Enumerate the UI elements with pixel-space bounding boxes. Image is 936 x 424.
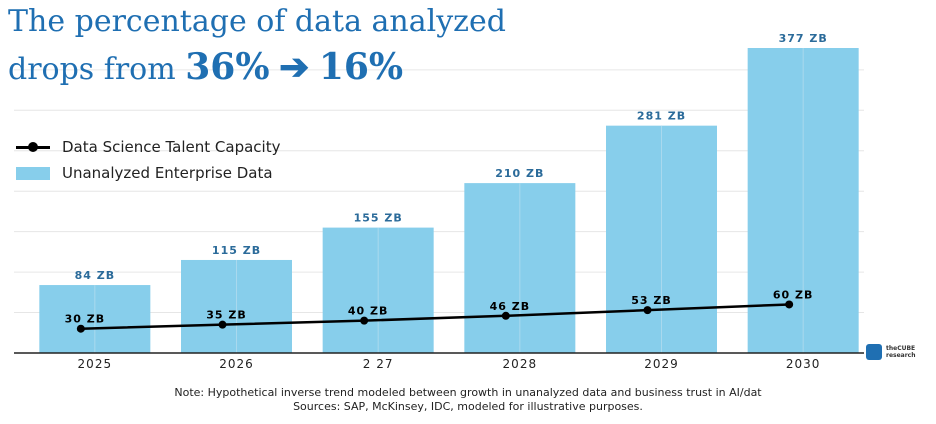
legend: Data Science Talent Capacity Unanalyzed …	[16, 134, 280, 186]
arrow-icon: ➔	[279, 46, 310, 88]
note-text: Note: Hypothetical inverse trend modeled…	[174, 386, 762, 399]
title-from-value: 36%	[185, 46, 270, 88]
line-value-label: 60 ZB	[773, 288, 814, 301]
bar-value-label: 155 ZB	[354, 212, 403, 225]
x-tick-label: 2028	[503, 357, 538, 371]
line-point	[501, 311, 510, 320]
line-point	[76, 324, 85, 333]
line-point	[785, 300, 794, 309]
line-point	[218, 320, 227, 329]
legend-item-line: Data Science Talent Capacity	[16, 134, 280, 160]
x-tick-label: 2026	[219, 357, 254, 371]
x-tick-label: 2030	[786, 357, 821, 371]
bar-value-label: 377 ZB	[779, 32, 828, 45]
line-marker-icon	[16, 141, 50, 152]
line-point	[360, 316, 369, 325]
title-prefix: drops from	[8, 52, 186, 87]
cube-logo-icon	[866, 344, 882, 360]
line-value-label: 46 ZB	[490, 300, 531, 313]
line-value-label: 30 ZB	[65, 313, 106, 326]
line-point	[643, 306, 652, 315]
logo: theCUBE research	[866, 344, 916, 360]
chart-title-line-1: The percentage of data analyzed	[8, 4, 506, 39]
title-to-value: 16%	[318, 46, 404, 88]
bar-swatch-icon	[16, 166, 50, 180]
sources-text: Sources: SAP, McKinsey, IDC, modeled for…	[293, 400, 643, 413]
line-value-label: 53 ZB	[631, 294, 672, 307]
bar-value-label: 115 ZB	[212, 244, 261, 257]
x-tick-label: 2 27	[363, 357, 394, 371]
legend-label-line: Data Science Talent Capacity	[62, 138, 281, 156]
legend-item-bar: Unanalyzed Enterprise Data	[16, 160, 280, 186]
legend-label-bar: Unanalyzed Enterprise Data	[62, 164, 273, 182]
chart-title-line-2: drops from 36% ➔ 16%	[8, 46, 403, 88]
x-tick-label: 2029	[644, 357, 679, 371]
bar-value-label: 210 ZB	[495, 167, 544, 180]
line-value-label: 40 ZB	[348, 305, 389, 318]
line-value-label: 35 ZB	[206, 309, 247, 322]
line-series	[80, 303, 790, 330]
logo-text-line-1: theCUBE	[886, 345, 916, 352]
bar-value-label: 281 ZB	[637, 110, 686, 123]
logo-text-line-2: research	[886, 352, 916, 359]
x-tick-label: 2025	[78, 357, 113, 371]
bar-value-label: 84 ZB	[75, 269, 116, 282]
